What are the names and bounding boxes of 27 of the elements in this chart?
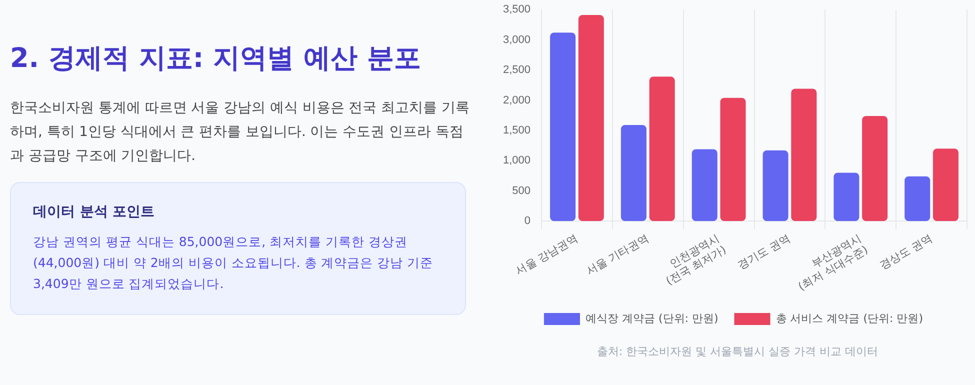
text: 한국소비자원 통계에 따르면 서울 강남의 예식 비용은 전국 최고치를 기록하며, 특히 1인당 식대에서 큰 편차를 보입니다. 이는 수도권 인프라 독점과 공급망 구조에 기인합니다. (10, 99, 470, 166)
bar (620, 125, 646, 222)
y-tick-label: 2,000 (502, 94, 531, 106)
bar (720, 98, 746, 222)
y-tick-label: 2,500 (502, 64, 531, 76)
text: 2. 경제적 지표: 지역별 예산 분포 (10, 42, 422, 76)
bar (791, 88, 817, 222)
text: 강남 권역의 평균 식대는 85,000원으로, 최저치를 기록한 경상권(44,000원) 대비 약 2배의 비용이 소요됩니다. 총 계약금은 강남 기준 3,409만 원으로 집계되었습니다. (33, 233, 434, 293)
bar (762, 150, 788, 222)
source-note: 출처: 한국소비자원 및 서울특별시 실증 가격 비교 데이터 (596, 344, 880, 359)
bar (834, 172, 860, 222)
text: 데이터 분석 포인트 (33, 203, 156, 221)
bar (649, 76, 675, 222)
bar (904, 176, 930, 222)
bar (692, 149, 718, 222)
legend-label: 예식장 계약금 (단위: 만원) (585, 312, 718, 325)
legend-label: 총 서비스 계약금 (단위: 만원) (776, 312, 924, 325)
y-tick-label: 500 (512, 184, 531, 197)
y-tick-label: 1,500 (502, 124, 531, 136)
bar (932, 148, 958, 222)
bar (862, 116, 888, 222)
bar (550, 32, 576, 222)
y-tick-label: 3,500 (502, 4, 531, 16)
y-tick-label: 0 (524, 215, 531, 228)
y-tick-label: 1,000 (502, 154, 531, 167)
y-tick-label: 3,000 (502, 34, 531, 46)
bar (578, 15, 604, 222)
